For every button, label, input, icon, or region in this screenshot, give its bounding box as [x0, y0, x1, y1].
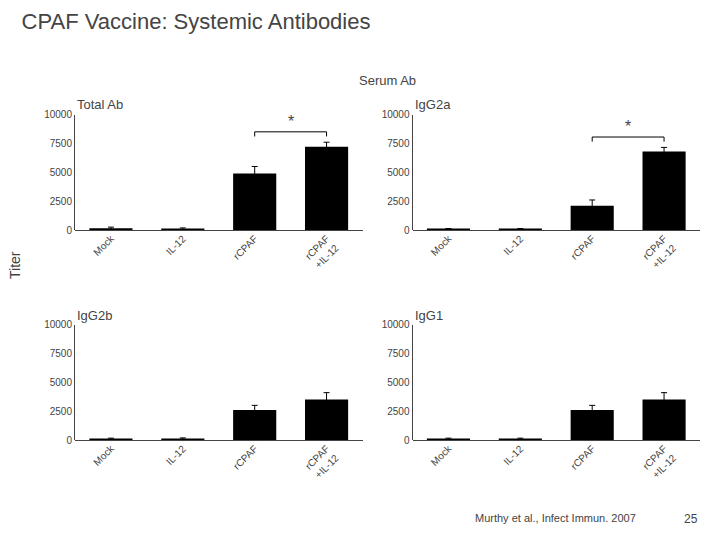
svg-text:10000: 10000: [382, 319, 410, 330]
svg-text:Serum Ab: Serum Ab: [359, 73, 416, 88]
svg-text:Titer: Titer: [7, 251, 23, 279]
svg-text:rCPAF: rCPAF: [569, 443, 597, 471]
svg-text:IL-12: IL-12: [164, 443, 188, 467]
svg-text:rCPAF+IL-12: rCPAF+IL-12: [303, 233, 341, 271]
svg-text:2500: 2500: [50, 406, 73, 417]
svg-text:*: *: [288, 113, 294, 130]
svg-text:10000: 10000: [382, 109, 410, 120]
svg-text:rCPAF+IL-12: rCPAF+IL-12: [641, 233, 679, 271]
svg-text:25: 25: [684, 512, 698, 526]
svg-text:rCPAF: rCPAF: [569, 233, 597, 261]
svg-text:0: 0: [66, 225, 72, 236]
svg-text:7500: 7500: [50, 138, 73, 149]
svg-text:IgG2b: IgG2b: [77, 308, 112, 323]
svg-text:2500: 2500: [387, 196, 410, 207]
svg-text:Mock: Mock: [91, 232, 116, 257]
svg-text:10000: 10000: [44, 319, 72, 330]
svg-text:rCPAF+IL-12: rCPAF+IL-12: [641, 443, 679, 481]
svg-text:0: 0: [66, 435, 72, 446]
svg-text:IgG2a: IgG2a: [415, 97, 451, 112]
svg-text:rCPAF+IL-12: rCPAF+IL-12: [303, 443, 341, 481]
svg-text:5000: 5000: [50, 377, 73, 388]
svg-text:rCPAF: rCPAF: [231, 443, 259, 471]
svg-text:IgG1: IgG1: [415, 308, 443, 323]
svg-text:2500: 2500: [387, 406, 410, 417]
svg-text:IL-12: IL-12: [164, 233, 188, 257]
svg-text:rCPAF: rCPAF: [231, 233, 259, 261]
svg-text:5000: 5000: [387, 377, 410, 388]
svg-text:0: 0: [404, 435, 410, 446]
svg-text:Murthy et al., Infect Immun. 2: Murthy et al., Infect Immun. 2007: [475, 512, 636, 524]
svg-text:10000: 10000: [44, 109, 72, 120]
svg-text:2500: 2500: [50, 196, 73, 207]
svg-text:Total Ab: Total Ab: [77, 97, 123, 112]
svg-text:5000: 5000: [50, 167, 73, 178]
svg-text:Mock: Mock: [429, 232, 454, 257]
svg-text:0: 0: [404, 225, 410, 236]
svg-text:7500: 7500: [387, 348, 410, 359]
svg-text:IL-12: IL-12: [501, 233, 525, 257]
svg-text:5000: 5000: [387, 167, 410, 178]
svg-text:7500: 7500: [50, 348, 73, 359]
svg-text:Mock: Mock: [91, 442, 116, 467]
svg-text:Mock: Mock: [429, 442, 454, 467]
svg-text:CPAF Vaccine: Systemic Antibod: CPAF Vaccine: Systemic Antibodies: [22, 9, 371, 34]
svg-text:IL-12: IL-12: [501, 443, 525, 467]
svg-text:*: *: [625, 118, 631, 135]
svg-text:7500: 7500: [387, 138, 410, 149]
